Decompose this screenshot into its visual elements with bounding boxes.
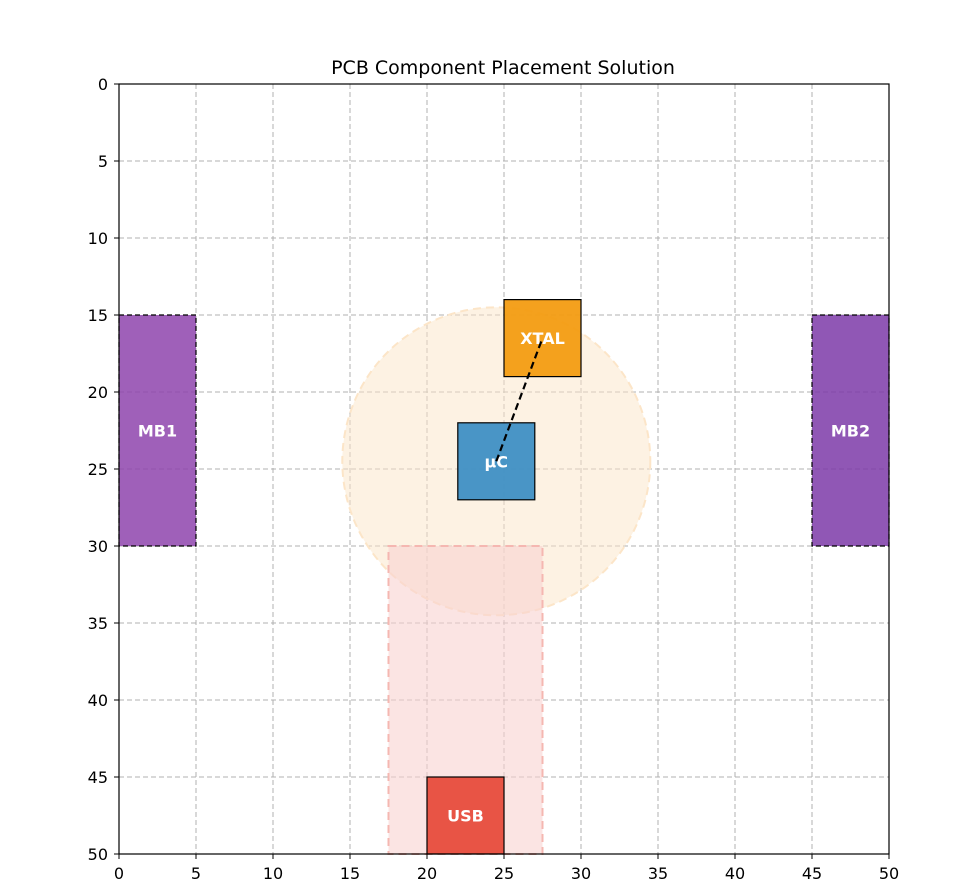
x-tick-label: 35: [648, 864, 668, 883]
y-tick-label: 20: [88, 383, 108, 402]
component-mb1-box: [118, 314, 197, 547]
component-xtal-box: [503, 299, 582, 378]
y-tick-label: 30: [88, 537, 108, 556]
x-tick-label: 40: [725, 864, 745, 883]
x-tick-label: 15: [340, 864, 360, 883]
plot-area: MB1 MB2 XTAL μC USB 0 5 10 15 20 25 30 35 40 45 50 0 5 10 1…: [88, 75, 900, 883]
component-label: XTAL: [520, 329, 565, 348]
component-label: MB2: [831, 422, 870, 441]
x-tick-label: 10: [263, 864, 283, 883]
y-tick-label: 5: [98, 152, 108, 171]
y-tick-label: 15: [88, 306, 108, 325]
y-tick-label: 10: [88, 229, 108, 248]
x-tick-label: 45: [802, 864, 822, 883]
x-tick-label: 30: [571, 864, 591, 883]
component-label: μC: [485, 452, 509, 471]
x-tick-label: 5: [191, 864, 201, 883]
chart-title: PCB Component Placement Solution: [331, 57, 675, 79]
y-tick-label: 50: [88, 845, 108, 864]
component-mb2-box: [811, 314, 890, 547]
x-tick-label: 50: [879, 864, 899, 883]
component-label: MB1: [138, 422, 177, 441]
y-tick-label: 35: [88, 614, 108, 633]
y-tick-label: 40: [88, 691, 108, 710]
y-tick-label: 0: [98, 75, 108, 94]
y-tick-label: 45: [88, 768, 108, 787]
component-usb-box: [426, 776, 505, 855]
component-label: USB: [447, 807, 484, 826]
y-tick-label: 25: [88, 460, 108, 479]
x-tick-label: 20: [417, 864, 437, 883]
x-tick-label: 0: [114, 864, 124, 883]
x-tick-label: 25: [494, 864, 514, 883]
